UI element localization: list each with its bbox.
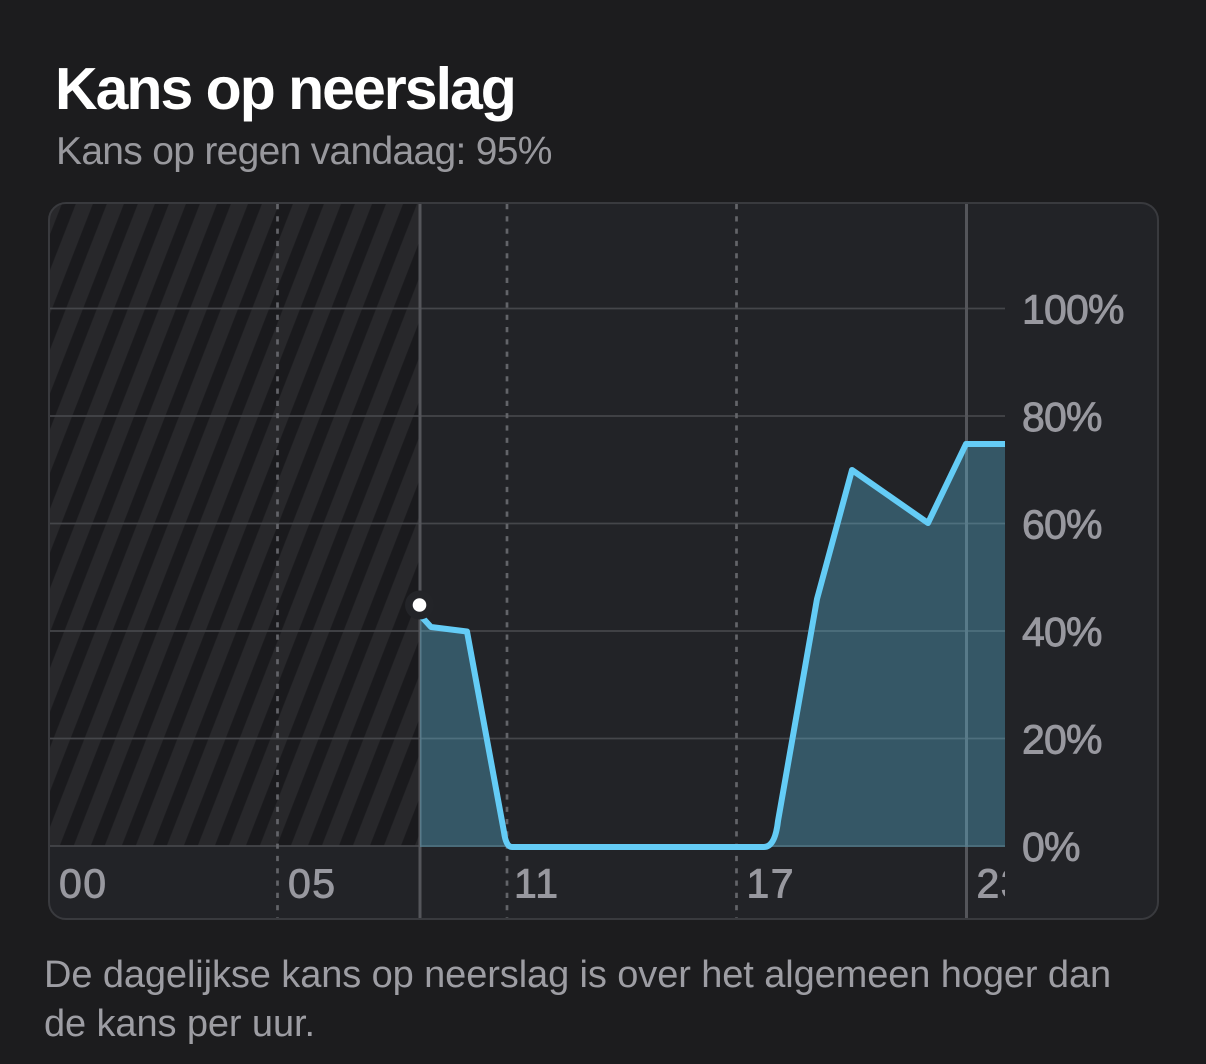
svg-text:100%: 100% bbox=[1022, 287, 1124, 333]
svg-text:11: 11 bbox=[514, 861, 560, 907]
svg-text:00: 00 bbox=[59, 861, 108, 907]
svg-text:20%: 20% bbox=[1022, 717, 1102, 763]
svg-text:17: 17 bbox=[747, 861, 796, 907]
svg-text:80%: 80% bbox=[1022, 394, 1102, 440]
svg-text:05: 05 bbox=[288, 861, 337, 907]
svg-text:60%: 60% bbox=[1022, 502, 1102, 548]
svg-text:40%: 40% bbox=[1022, 609, 1102, 655]
svg-text:23: 23 bbox=[977, 861, 1026, 907]
svg-text:0%: 0% bbox=[1022, 824, 1080, 870]
